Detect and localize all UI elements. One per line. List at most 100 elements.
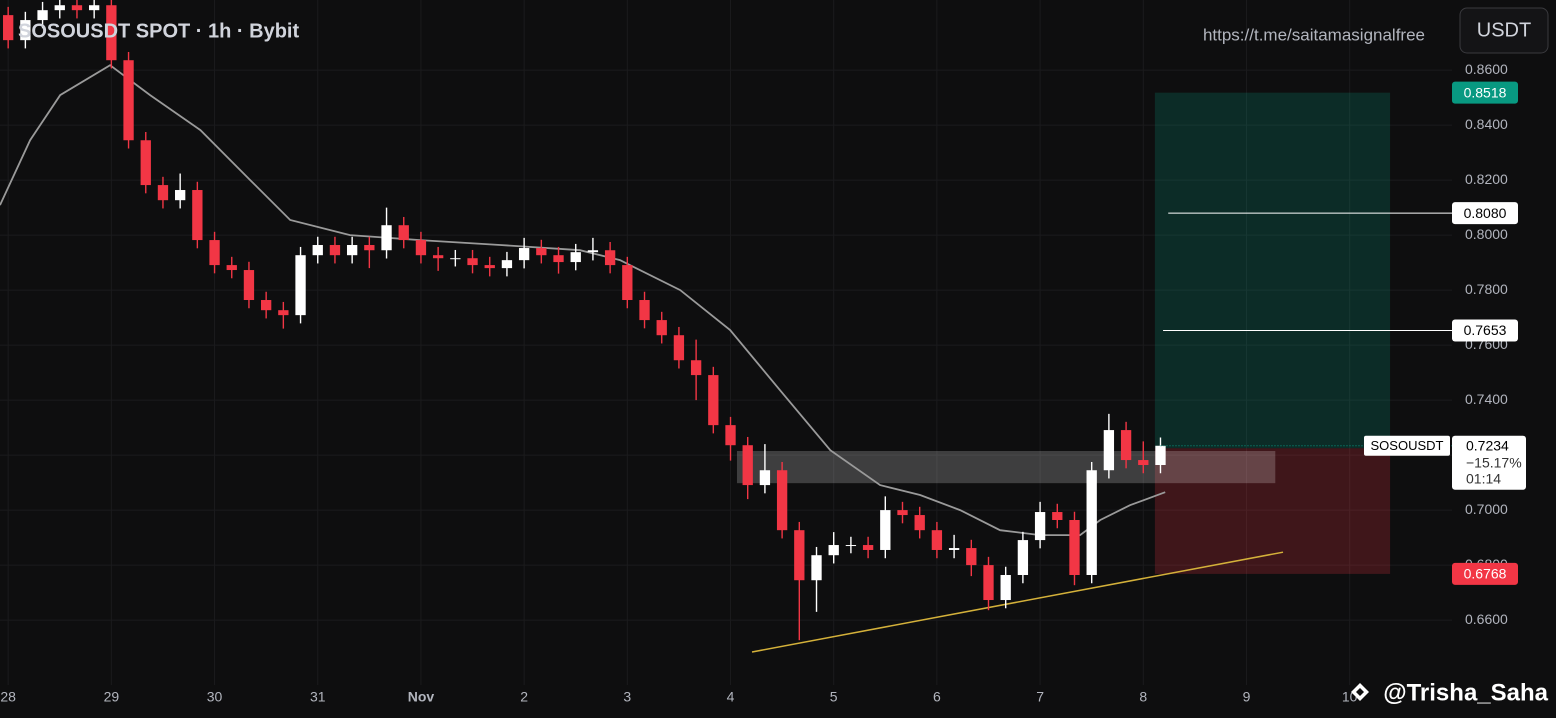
candle-body xyxy=(1155,445,1166,466)
x-tick-label: 7 xyxy=(1036,689,1044,705)
y-tick-label: 0.7400 xyxy=(1465,391,1508,407)
candle-body xyxy=(622,265,633,301)
y-tick-label: 0.7000 xyxy=(1465,501,1508,517)
candle-body xyxy=(432,255,444,259)
candle-body xyxy=(140,140,151,186)
price-marker xyxy=(1452,202,1518,225)
y-tick-label: 0.8000 xyxy=(1465,226,1508,242)
x-tick-label: 28 xyxy=(0,689,16,705)
price-marker xyxy=(1452,562,1518,585)
candle-body xyxy=(931,530,943,550)
candle-body xyxy=(828,545,839,556)
candle-body xyxy=(604,250,616,266)
x-tick-label: 2 xyxy=(520,689,528,705)
candle-body xyxy=(20,20,31,41)
candle-body xyxy=(880,510,891,550)
candle-body xyxy=(484,265,495,269)
y-tick-label: 0.8400 xyxy=(1465,116,1508,132)
loss-zone xyxy=(1154,448,1391,574)
candle-body xyxy=(1000,575,1011,601)
candle-body xyxy=(1052,512,1063,521)
price-marker-label: 0.6768 xyxy=(1464,566,1507,582)
candle-body xyxy=(37,10,48,21)
candle-body xyxy=(708,375,719,426)
x-tick-label: 6 xyxy=(933,689,941,705)
candle-body xyxy=(123,60,134,141)
candle-body xyxy=(862,545,874,550)
price-marker xyxy=(1452,81,1518,104)
x-tick-label: Nov xyxy=(408,689,435,705)
symbol-label: SOSOUSDT xyxy=(1371,438,1444,453)
candle-body xyxy=(587,250,599,253)
candle-body xyxy=(1017,540,1029,576)
candle-body xyxy=(725,425,736,446)
chart-title: SOSOUSDT SPOT · 1h · Bybit xyxy=(18,20,299,42)
candle-body xyxy=(174,190,186,201)
watermark-icon xyxy=(1351,683,1369,701)
candle-body xyxy=(518,248,530,261)
candle-body xyxy=(346,245,358,256)
trendline xyxy=(751,551,1284,653)
candle-body xyxy=(742,445,753,486)
candle-body xyxy=(811,555,822,581)
candle-body xyxy=(450,258,461,260)
candle-body xyxy=(3,15,14,41)
candle-body xyxy=(553,255,564,263)
plot: 0.66000.68000.70000.72000.74000.76000.78… xyxy=(0,0,1526,705)
candle-body xyxy=(914,515,925,531)
candle-body xyxy=(897,510,908,516)
candle-body xyxy=(381,225,392,251)
candle-body xyxy=(845,545,857,547)
candle-body xyxy=(157,185,169,201)
candle-body xyxy=(794,530,805,581)
candle-body xyxy=(329,245,341,256)
candle-body xyxy=(415,240,427,256)
price-marker-label: 0.8080 xyxy=(1464,205,1507,221)
candle-body xyxy=(226,265,237,271)
candle-body xyxy=(243,270,255,301)
supply-zone xyxy=(736,450,1276,484)
candle-body xyxy=(106,5,117,61)
y-tick-label: 0.6600 xyxy=(1465,611,1508,627)
candle-body xyxy=(983,565,994,601)
price-marker-label: 0.8518 xyxy=(1464,84,1507,100)
x-tick-label: 3 xyxy=(623,689,631,705)
x-tick-label: 29 xyxy=(104,689,120,705)
y-tick-label: 0.8200 xyxy=(1465,171,1508,187)
last-price-box xyxy=(1452,435,1526,490)
candle-body xyxy=(570,252,581,263)
currency-button[interactable] xyxy=(1459,7,1549,54)
candle-body xyxy=(1034,512,1046,541)
moving-average xyxy=(0,64,1166,536)
price-marker-label: 0.7653 xyxy=(1464,322,1507,338)
candle-body xyxy=(89,5,100,11)
candle-body xyxy=(398,225,409,241)
x-tick-label: 31 xyxy=(310,689,326,705)
x-tick-label: 4 xyxy=(727,689,735,705)
watermark: @Trisha_Saha xyxy=(1383,679,1548,706)
x-tick-label: 8 xyxy=(1139,689,1147,705)
candle-body xyxy=(278,310,289,316)
candle-body xyxy=(501,260,513,269)
candle-body xyxy=(1086,470,1097,576)
candle-body xyxy=(54,5,65,11)
candle-body xyxy=(192,190,203,241)
candle-body xyxy=(656,320,667,336)
currency-label: USDT xyxy=(1477,19,1531,41)
y-tick-label: 0.8600 xyxy=(1465,61,1508,77)
profit-zone xyxy=(1154,92,1391,449)
y-tick-label: 0.7800 xyxy=(1465,281,1508,297)
candle-body xyxy=(639,300,650,321)
candle-body xyxy=(673,335,685,361)
candle-body xyxy=(295,255,306,316)
candle-body xyxy=(1069,520,1080,576)
link[interactable]: https://t.me/saitamasignalfree xyxy=(1203,25,1425,44)
candle-body xyxy=(312,245,323,256)
candle-body xyxy=(1103,430,1115,471)
candle-body xyxy=(209,240,220,266)
candle-body xyxy=(776,470,788,531)
candle-body xyxy=(467,258,478,266)
x-tick-label: 9 xyxy=(1243,689,1251,705)
